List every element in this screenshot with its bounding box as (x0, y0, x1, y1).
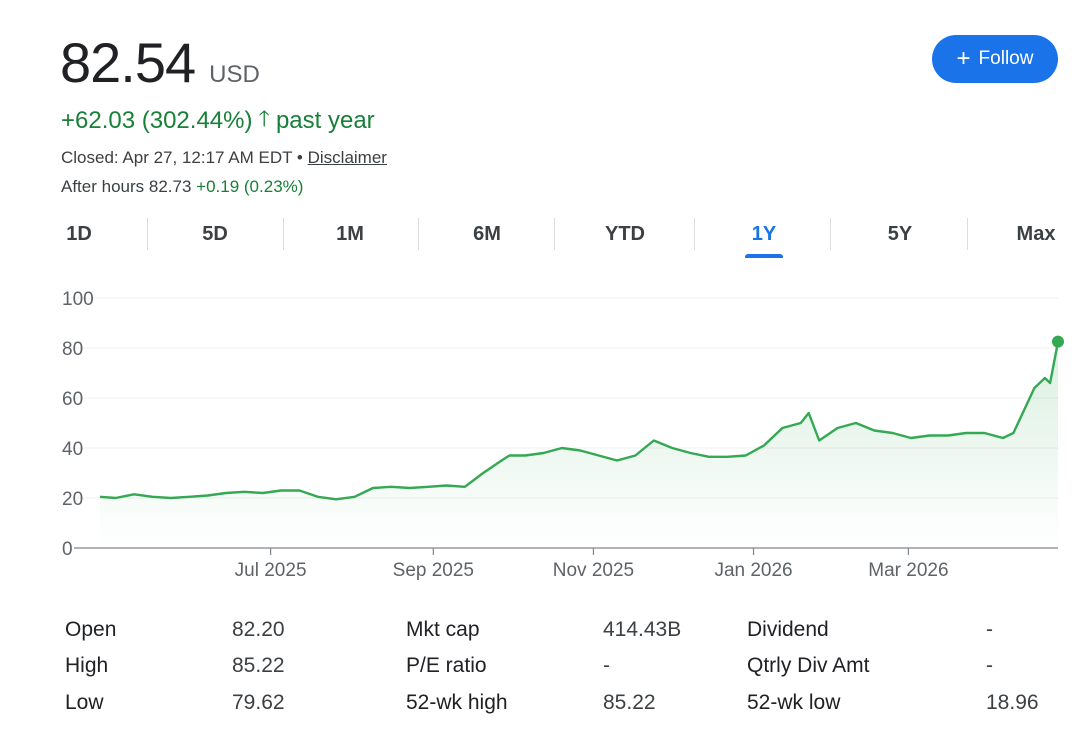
tab-1d[interactable]: 1D (54, 214, 104, 254)
y-tick-label: 20 (62, 489, 83, 510)
plus-icon: + (956, 45, 971, 72)
tab-label: 5Y (887, 222, 913, 245)
price-change: +62.03 (302.44%) 🡑 past year (61, 102, 375, 140)
x-tick-label: Jul 2025 (235, 560, 307, 581)
active-tab-indicator (745, 254, 783, 258)
x-tick-label: Jan 2026 (714, 560, 792, 581)
stat-low-value: 79.62 (232, 691, 285, 714)
tab-divider (147, 218, 148, 250)
tab-label: 5D (202, 222, 228, 245)
follow-label: Follow (978, 48, 1034, 69)
price-line (99, 341, 1060, 501)
tab-divider (830, 218, 831, 250)
tab-divider (283, 218, 284, 250)
tab-ytd[interactable]: YTD (595, 214, 655, 254)
x-tick-label: Nov 2025 (553, 560, 634, 581)
market-status: Closed: Apr 27, 12:17 AM EDT • Disclaime… (61, 148, 387, 168)
tab-5y[interactable]: 5Y (875, 214, 925, 254)
follow-button[interactable]: + Follow (932, 35, 1058, 83)
y-tick-label: 0 (62, 539, 73, 560)
stat-pe-label: P/E ratio (406, 654, 487, 677)
x-tick-label: Mar 2026 (868, 560, 948, 581)
price-area (100, 341, 1058, 548)
tab-label: 1M (336, 222, 364, 245)
stat-high-value: 85.22 (232, 654, 285, 677)
currency-label: USD (209, 61, 260, 88)
tab-divider (694, 218, 695, 250)
y-tick-label: 100 (62, 289, 94, 310)
stat-wkhigh-label: 52-wk high (406, 691, 508, 714)
change-value: +62.03 (302.44%) (61, 107, 253, 134)
y-tick-label: 40 (62, 439, 83, 460)
stat-wklow-label: 52-wk low (747, 691, 841, 714)
range-tabs: 1D 5D 1M 6M YTD 1Y 5Y Max (40, 214, 1080, 258)
after-hours-change: +0.19 (0.23%) (196, 177, 304, 196)
price-row: 82.54 USD (60, 30, 260, 95)
stat-open-value: 82.20 (232, 618, 285, 641)
tab-divider (418, 218, 419, 250)
stat-dividend-value: - (986, 618, 993, 641)
stat-wklow-value: 18.96 (986, 691, 1039, 714)
tab-6m[interactable]: 6M (460, 214, 514, 254)
stat-high-label: High (65, 654, 109, 677)
tab-label: Max (1016, 222, 1056, 245)
tab-label: YTD (605, 222, 645, 245)
tab-label: 6M (473, 222, 501, 245)
tab-1y[interactable]: 1Y (740, 214, 788, 258)
change-period: past year (275, 107, 375, 134)
after-hours-label: After hours 82.73 (61, 177, 192, 196)
arrow-up-icon: 🡑 (258, 106, 270, 131)
y-tick-label: 60 (62, 389, 83, 410)
x-tick-label: Sep 2025 (393, 560, 474, 581)
stat-wkhigh-value: 85.22 (603, 691, 656, 714)
tab-max[interactable]: Max (1010, 214, 1062, 254)
stat-low-label: Low (65, 691, 104, 714)
tab-1m[interactable]: 1M (325, 214, 375, 254)
price-chart[interactable]: 0 20 40 60 80 100 Jul 2025 Sep 2025 Nov 2025 Jan … (0, 280, 1080, 600)
last-price-dot (1052, 335, 1064, 348)
closed-text: Closed: Apr 27, 12:17 AM EDT • (61, 148, 303, 167)
tab-label: 1Y (751, 222, 777, 245)
stat-qtrly-value: - (986, 654, 993, 677)
stat-mktcap-label: Mkt cap (406, 618, 480, 641)
y-tick-label: 80 (62, 339, 83, 360)
stat-qtrly-label: Qtrly Div Amt (747, 654, 870, 677)
stat-mktcap-value: 414.43B (603, 618, 682, 641)
tab-divider (554, 218, 555, 250)
tab-label: 1D (66, 222, 92, 245)
stat-open-label: Open (65, 618, 117, 641)
stat-pe-value: - (603, 654, 610, 677)
current-price: 82.54 (60, 31, 196, 94)
tab-divider (967, 218, 968, 250)
disclaimer-link[interactable]: Disclaimer (307, 148, 387, 167)
after-hours: After hours 82.73 +0.19 (0.23%) (61, 177, 303, 197)
stat-dividend-label: Dividend (747, 618, 829, 641)
tab-5d[interactable]: 5D (190, 214, 240, 254)
